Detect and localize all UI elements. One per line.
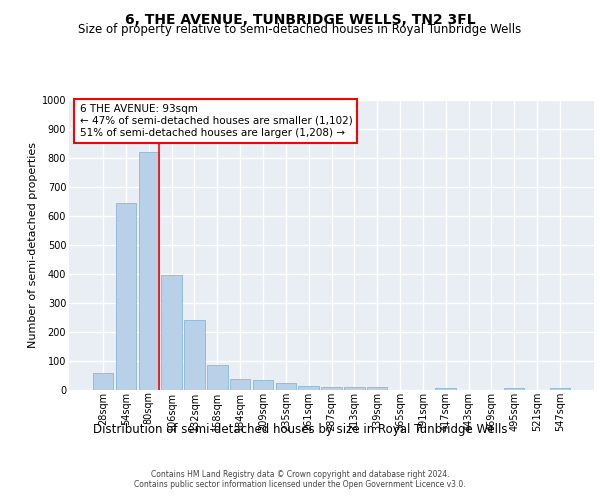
Bar xyxy=(207,366,227,390)
Bar xyxy=(184,320,205,390)
Text: 6 THE AVENUE: 93sqm
← 47% of semi-detached houses are smaller (1,102)
51% of sem: 6 THE AVENUE: 93sqm ← 47% of semi-detach… xyxy=(79,104,352,138)
Text: Contains public sector information licensed under the Open Government Licence v3: Contains public sector information licen… xyxy=(134,480,466,489)
Bar xyxy=(139,152,159,390)
Y-axis label: Number of semi-detached properties: Number of semi-detached properties xyxy=(28,142,38,348)
Bar xyxy=(161,274,182,390)
Bar xyxy=(367,388,388,390)
Text: Distribution of semi-detached houses by size in Royal Tunbridge Wells: Distribution of semi-detached houses by … xyxy=(93,422,507,436)
Bar xyxy=(116,203,136,390)
Bar xyxy=(321,386,342,390)
Text: Contains HM Land Registry data © Crown copyright and database right 2024.: Contains HM Land Registry data © Crown c… xyxy=(151,470,449,479)
Bar xyxy=(253,380,273,390)
Bar xyxy=(93,374,113,390)
Bar xyxy=(550,388,570,390)
Text: Size of property relative to semi-detached houses in Royal Tunbridge Wells: Size of property relative to semi-detach… xyxy=(79,22,521,36)
Bar xyxy=(230,379,250,390)
Bar xyxy=(504,388,524,390)
Bar xyxy=(344,387,365,390)
Text: 6, THE AVENUE, TUNBRIDGE WELLS, TN2 3FL: 6, THE AVENUE, TUNBRIDGE WELLS, TN2 3FL xyxy=(125,12,475,26)
Bar xyxy=(298,386,319,390)
Bar xyxy=(275,384,296,390)
Bar xyxy=(436,388,456,390)
